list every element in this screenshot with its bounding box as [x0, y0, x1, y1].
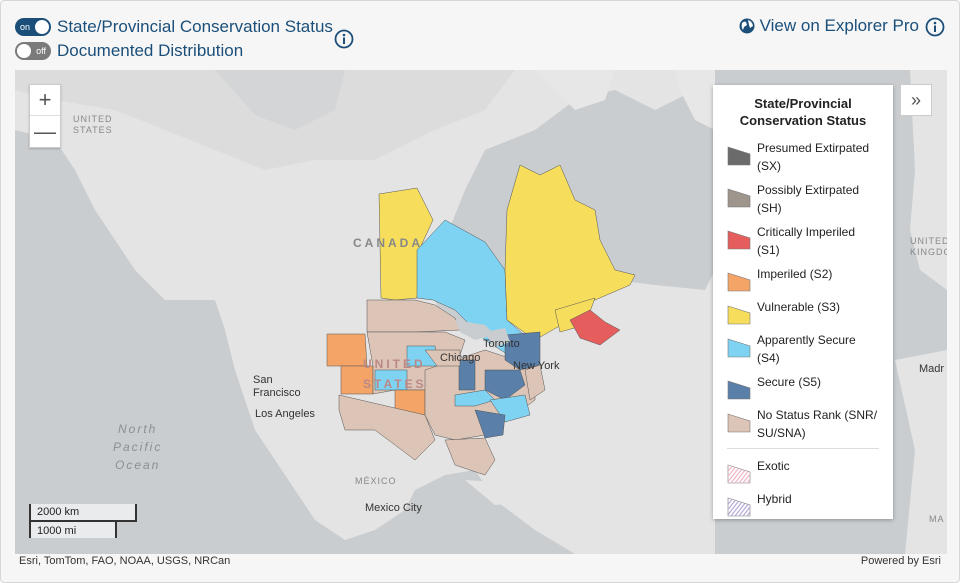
legend-item: Apparently Secure (S4) [727, 331, 879, 367]
toggle-state-label: on [20, 22, 31, 32]
map-label-canada: CANADA [353, 236, 423, 250]
legend-title: State/Provincial Conservation Status [739, 96, 867, 128]
distribution-toggle-row[interactable]: off Documented Distribution [15, 41, 243, 61]
toggle-knob [35, 20, 49, 34]
legend-item: Imperiled (S2) [727, 265, 879, 292]
legend-swatch [727, 272, 751, 292]
toggle-knob [17, 44, 31, 58]
explorer-info-icon[interactable] [925, 17, 945, 37]
conservation-status-toggle-row[interactable]: on State/Provincial Conservation Status [15, 17, 333, 37]
zoom-out-button[interactable]: — [34, 118, 56, 144]
scale-mi: 1000 mi [29, 520, 117, 538]
legend-item-label: Secure (S5) [757, 375, 822, 389]
legend-items: Presumed Extirpated (SX) Possibly Extirpa… [727, 139, 879, 442]
map-label-edge: MA [929, 514, 945, 524]
conservation-status-toggle[interactable]: on [15, 18, 51, 36]
info-icon[interactable] [334, 29, 354, 49]
map-label-united-kingdom: UNITEDKINGDO [910, 236, 947, 257]
distribution-label[interactable]: Documented Distribution [57, 41, 244, 60]
scale-bar: 2000 km 1000 mi [29, 504, 137, 538]
double-chevron-right-icon: » [910, 89, 921, 110]
legend-item-label: Possibly Extirpated (SH) [757, 183, 860, 215]
legend-swatch [727, 146, 751, 166]
explorer-link-label: View on Explorer Pro [759, 16, 919, 35]
map-attribution: Esri, TomTom, FAO, NOAA, USGS, NRCan [19, 555, 231, 567]
legend-item-label: Vulnerable (S3) [757, 300, 840, 314]
legend-item-label: Apparently Secure (S4) [757, 333, 856, 365]
zoom-in-button[interactable]: + [30, 85, 60, 116]
legend-item: Possibly Extirpated (SH) [727, 181, 879, 217]
legend-swatch [727, 230, 751, 250]
legend-swatch [727, 413, 751, 433]
legend-item-label: Imperiled (S2) [757, 267, 833, 281]
globe-icon [739, 18, 755, 34]
map-label-north-pacific-ocean: North Pacific Ocean [113, 422, 163, 472]
legend-swatch [727, 305, 751, 325]
conservation-status-label[interactable]: State/Provincial Conservation Status [57, 17, 333, 36]
legend-swatch [727, 464, 751, 484]
map-label-madrid: Madr [919, 363, 945, 375]
map-label-new-york: New York [513, 360, 560, 372]
legend-item-label: No Status Rank (SNR/ SU/SNA) [757, 408, 878, 440]
legend-item: Critically Imperiled (S1) [727, 223, 879, 259]
legend-item: Secure (S5) [727, 373, 879, 400]
legend-item-label: Presumed Extirpated (SX) [757, 141, 870, 173]
legend-panel: State/Provincial Conservation Status Pre… [713, 85, 893, 519]
toggle-state-label: off [36, 46, 46, 56]
powered-by-esri[interactable]: Powered by Esri [860, 555, 941, 567]
view-on-explorer-link[interactable]: View on Explorer Pro [739, 16, 919, 36]
legend-swatch [727, 338, 751, 358]
legend-item: Vulnerable (S3) [727, 298, 879, 325]
map-label-mexico-city: Mexico City [365, 502, 422, 514]
map-label-los-angeles: Los Angeles [255, 408, 315, 420]
map-label-united-states-small: UNITED STATES [73, 114, 113, 135]
legend-swatch [727, 380, 751, 400]
distribution-toggle[interactable]: off [15, 42, 51, 60]
legend-item: No Status Rank (SNR/ SU/SNA) [727, 406, 879, 442]
legend-item: Hybrid [727, 490, 879, 517]
map-label-united-states: UNITED STATES [363, 357, 427, 391]
legend-item-label: Critically Imperiled (S1) [757, 225, 856, 257]
map-label-chicago: Chicago [440, 352, 481, 364]
legend-swatch [727, 497, 751, 517]
basemap [15, 70, 947, 554]
legend-item: Presumed Extirpated (SX) [727, 139, 879, 175]
map-label-toronto: Toronto [483, 338, 520, 350]
legend-item-label: Hybrid [757, 492, 792, 506]
legend-item-label: Exotic [757, 459, 790, 473]
map-label-san-francisco: San Francisco [253, 374, 301, 399]
collapse-legend-button[interactable]: » [900, 84, 932, 116]
map-label-mexico: MÉXICO [355, 476, 397, 486]
legend-item: Exotic [727, 457, 879, 484]
legend-extra-items: Exotic Hybrid [727, 457, 879, 517]
map-view[interactable]: UNITED STATES CANADA UNITED STATES UNITED K… [15, 70, 947, 554]
legend-divider [727, 448, 879, 449]
legend-swatch [727, 188, 751, 208]
zoom-controls: + — [29, 84, 61, 148]
